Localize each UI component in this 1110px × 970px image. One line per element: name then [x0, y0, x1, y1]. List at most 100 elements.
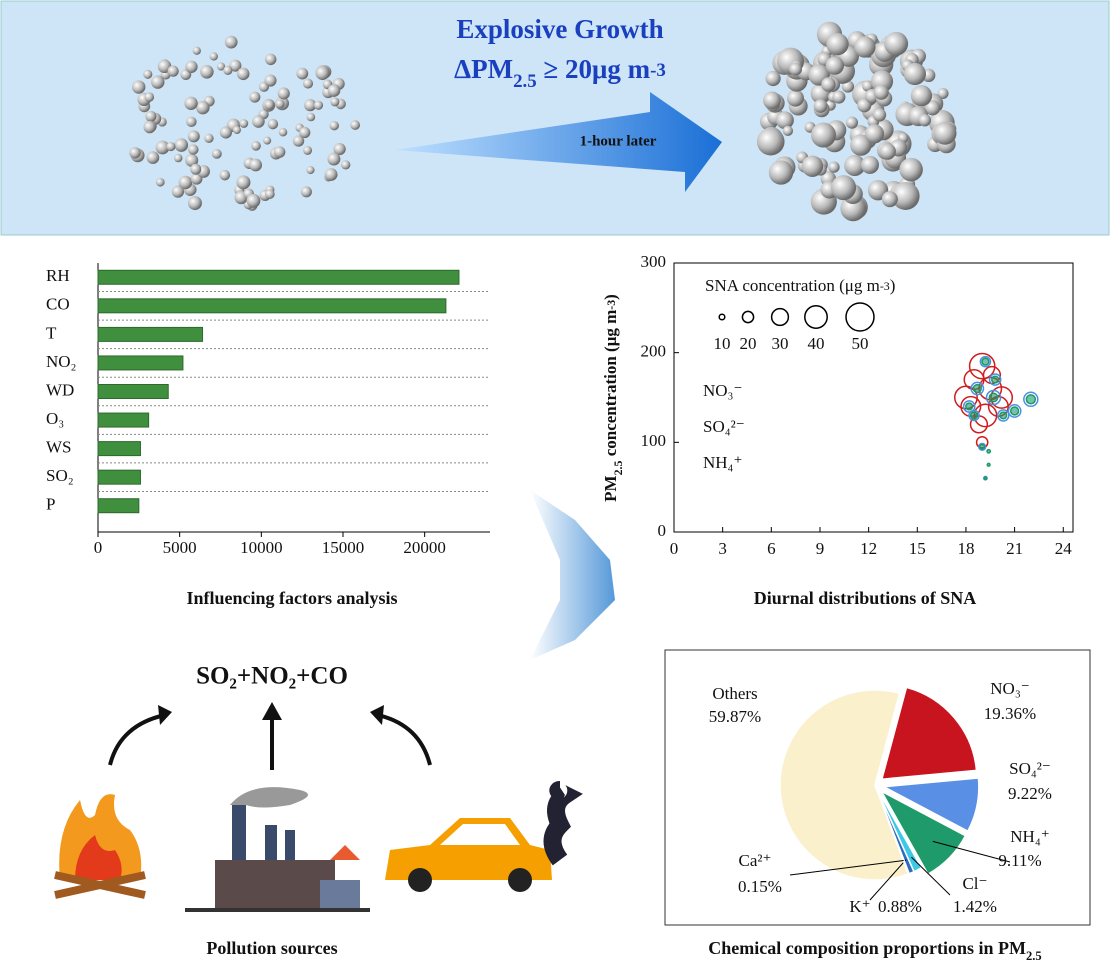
particle: [246, 193, 261, 208]
pie-frame: [664, 649, 1091, 926]
pie-value-label: 59.87%: [709, 707, 761, 726]
x-tick-label: 0: [94, 538, 103, 557]
pie-value-label: 9.11%: [998, 851, 1041, 870]
particle: [144, 92, 155, 102]
particle: [223, 65, 233, 76]
leader-line: [869, 859, 907, 901]
pie-slice: [779, 689, 910, 881]
particle: [313, 100, 324, 110]
y-tick-label: P: [46, 495, 55, 514]
particle: [187, 130, 200, 143]
banner-condition-part: 2.5: [513, 71, 537, 92]
x-tick-label: 9: [816, 539, 825, 558]
particle: [789, 62, 803, 76]
y-tick-label: 200: [641, 342, 667, 361]
particle: [278, 127, 288, 137]
bubble: [962, 400, 976, 413]
pie-value-label: 19.36%: [984, 704, 1036, 723]
bubble: [981, 357, 990, 366]
bubble: [986, 462, 991, 467]
bar: [97, 384, 169, 399]
size-legend-title-part: SNA concentration (μg m: [705, 276, 880, 295]
particle: [324, 168, 338, 181]
particle: [292, 135, 305, 147]
y-tick-label: T: [46, 323, 57, 342]
particle: [831, 175, 857, 201]
y-axis-label-part: -3: [604, 300, 618, 310]
particle: [232, 126, 241, 135]
x-tick-label: 21: [1006, 539, 1023, 558]
particle: [143, 69, 153, 79]
source-arrows: [108, 702, 432, 770]
bar: [97, 412, 150, 428]
particle: [263, 136, 272, 145]
particle: [236, 67, 250, 81]
particle: [864, 124, 885, 144]
size-legend-marker: [770, 307, 790, 327]
pie-label: Others: [712, 684, 757, 703]
leader-line: [932, 840, 1011, 863]
particle: [211, 148, 222, 159]
size-legend-label: 40: [808, 334, 825, 353]
banner-condition-part: -3: [650, 60, 666, 81]
banner-title: Explosive Growth: [456, 14, 663, 44]
bar: [97, 298, 447, 314]
particle: [219, 169, 231, 181]
particle: [776, 111, 794, 130]
factory-icon: [185, 787, 370, 912]
particle: [315, 66, 330, 81]
particle: [787, 89, 804, 107]
particle: [299, 126, 311, 139]
bubble: [991, 375, 1000, 384]
x-tick-label: 15000: [322, 538, 365, 557]
particle: [200, 65, 214, 79]
particle: [832, 90, 846, 104]
x-tick-label: 12: [860, 539, 877, 558]
particle: [327, 84, 341, 97]
particle: [267, 118, 279, 130]
pie-label: Cl⁻: [962, 874, 987, 893]
particle: [329, 120, 339, 131]
bar: [97, 498, 140, 514]
particle: [884, 31, 909, 56]
pie-value-label: 0.15%: [738, 877, 782, 896]
chart-caption-part: Chemical composition proportions in PM: [708, 938, 1026, 958]
particle: [350, 120, 361, 130]
particle: [249, 158, 263, 172]
pollutant-equation: SO₂+NO₂+CO: [196, 663, 348, 690]
particle: [145, 110, 157, 122]
particle: [129, 147, 141, 159]
particle: [155, 140, 170, 155]
particle: [306, 112, 316, 122]
particle: [174, 153, 183, 163]
particle: [821, 77, 836, 92]
particle: [925, 100, 941, 116]
particle: [899, 157, 923, 182]
particle: [850, 134, 872, 156]
particle: [275, 99, 285, 109]
size-legend-marker: [845, 302, 875, 332]
pie-label: NO₃⁻: [990, 679, 1029, 698]
particle: [277, 87, 290, 100]
pie-value-label: 9.22%: [1008, 784, 1052, 803]
pie-slice: [880, 686, 978, 781]
car-icon: [385, 781, 583, 892]
x-tick-label: 15: [909, 539, 926, 558]
particle: [891, 181, 920, 210]
fire-icon: [54, 794, 146, 899]
bubble: [1007, 404, 1022, 418]
banner-condition-part: ≥ 20μg m: [537, 54, 651, 84]
bubble: [983, 476, 988, 481]
particle: [813, 99, 828, 113]
bubble: [965, 402, 974, 411]
particle: [811, 122, 837, 148]
particle: [903, 62, 926, 86]
growth-arrow: [395, 92, 722, 192]
x-tick-label: 10000: [240, 538, 283, 557]
bubble: [1009, 406, 1020, 416]
y-tick-label: 300: [641, 252, 667, 271]
particle: [239, 119, 249, 128]
particle: [204, 133, 214, 143]
particle: [264, 189, 275, 199]
